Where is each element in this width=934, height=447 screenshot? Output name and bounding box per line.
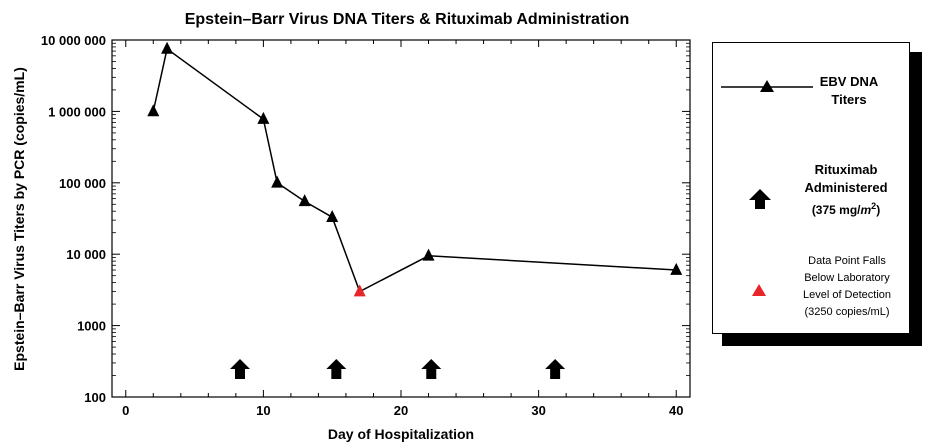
ebv-data-point <box>271 175 284 188</box>
x-tick-label: 10 <box>256 403 270 418</box>
legend-rituximab-line2: Administered <box>804 180 888 195</box>
rituximab-arrow <box>545 359 566 379</box>
rituximab-arrow <box>229 359 250 379</box>
legend-dose-suffix: ) <box>876 203 881 217</box>
legend: EBV DNA Titers Rituximab Administered (3… <box>712 42 910 334</box>
y-tick-label: 100 <box>84 390 106 405</box>
legend-ebv-label-line1: EBV DNA <box>819 74 879 89</box>
legend-dose-unit: m <box>860 203 872 217</box>
y-tick-label: 10 000 000 <box>41 33 106 48</box>
legend-ebv-label: EBV DNA Titers <box>807 73 891 109</box>
ebv-data-point <box>147 104 160 117</box>
legend-detection-label: Data Point Falls Below Laboratory Level … <box>789 253 905 321</box>
x-tick-label: 20 <box>394 403 408 418</box>
legend-line-triangle-icon <box>721 80 813 92</box>
x-tick-label: 30 <box>531 403 545 418</box>
legend-detection-line2: Below Laboratory <box>804 272 890 284</box>
legend-item-detection: Data Point Falls Below Laboratory Level … <box>713 241 909 335</box>
y-axis-label: Epstein–Barr Virus Titers by PCR (copies… <box>11 67 27 371</box>
legend-rituximab-line1: Rituximab <box>814 162 878 177</box>
y-tick-label: 1000 <box>77 319 106 334</box>
y-tick-label: 1 000 000 <box>48 104 106 119</box>
ebv-data-point <box>326 209 339 222</box>
legend-detection-line1: Data Point Falls <box>808 255 886 267</box>
legend-detection-line3: Level of Detection <box>802 289 892 301</box>
red-triangle-icon <box>752 284 766 296</box>
legend-ebv-label-line2: Titers <box>831 92 867 107</box>
rituximab-arrow-icon <box>749 189 771 209</box>
legend-detection-line4: (3250 copies/mL) <box>804 306 890 318</box>
chart-title: Epstein–Barr Virus DNA Titers & Rituxima… <box>185 11 630 28</box>
y-tick-label: 100 000 <box>59 176 106 191</box>
below-detection-point <box>353 284 366 297</box>
x-axis-label: Day of Hospitalization <box>328 426 474 442</box>
rituximab-arrow <box>326 359 347 379</box>
ebv-data-point <box>422 248 435 261</box>
legend-item-ebv: EBV DNA Titers <box>713 43 909 137</box>
x-tick-label: 40 <box>669 403 683 418</box>
legend-dose-prefix: (375 mg/ <box>811 203 861 217</box>
legend-item-rituximab: Rituximab Administered (375 mg/m2) <box>713 137 909 241</box>
ebv-data-point <box>298 194 311 207</box>
legend-rituximab-dose: (375 mg/m2) <box>799 197 893 219</box>
legend-rituximab-label: Rituximab Administered (375 mg/m2) <box>799 161 893 219</box>
rituximab-arrow <box>421 359 442 379</box>
ebv-data-point <box>670 262 683 275</box>
plot-area: 0 10 20 30 40 100 1000 10 000 100 000 1 000 000 10… <box>41 33 691 418</box>
plot-frame <box>111 39 691 398</box>
ebv-series-line <box>152 47 677 293</box>
x-tick-label: 0 <box>122 403 129 418</box>
legend-dose-exp: 2 <box>871 201 877 211</box>
y-tick-label: 10 000 <box>66 247 106 262</box>
ebv-data-point <box>257 111 270 124</box>
ebv-data-point <box>161 41 174 54</box>
